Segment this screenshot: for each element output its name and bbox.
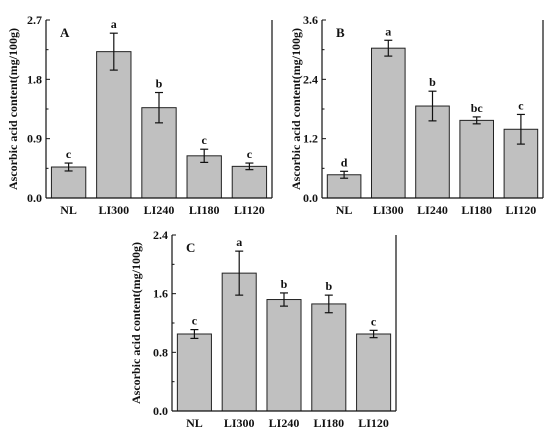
category-label: NL: [60, 203, 77, 217]
significance-letter: a: [385, 24, 391, 38]
significance-letter: a: [111, 17, 117, 31]
significance-letter: c: [518, 98, 524, 112]
category-label: LI120: [506, 203, 537, 217]
y-tick-label: 1.8: [27, 72, 42, 86]
y-axis-label: Ascorbic acid content(mg/100g): [6, 28, 20, 190]
category-label: LI240: [144, 203, 175, 217]
significance-letter: d: [341, 155, 348, 169]
bar: [221, 272, 257, 412]
y-tick-label: 0.0: [27, 191, 42, 205]
y-tick-label: 2.4: [153, 228, 168, 242]
panel-label: B: [336, 25, 345, 40]
category-label: LI180: [313, 416, 344, 430]
y-tick-label: 1.6: [153, 287, 168, 301]
bar: [266, 299, 302, 412]
significance-letter: b: [429, 75, 436, 89]
bar: [356, 333, 392, 412]
panel-label: C: [186, 240, 195, 255]
panel-a: c NL a LI300 b LI240 c LI180 c LI120 0.0 0.9 1.8 2.7 A…: [6, 13, 273, 217]
category-label: LI300: [373, 203, 404, 217]
category-label: LI300: [98, 203, 129, 217]
y-tick-label: 1.2: [303, 132, 318, 146]
category-label: LI120: [358, 416, 389, 430]
significance-letter: b: [281, 277, 288, 291]
y-tick-label: 0.0: [303, 191, 318, 205]
category-label: NL: [336, 203, 353, 217]
significance-letter: a: [236, 235, 242, 249]
significance-letter: c: [371, 314, 377, 328]
y-tick-label: 2.4: [303, 72, 318, 86]
significance-letter: b: [325, 279, 332, 293]
significance-letter: c: [192, 314, 198, 328]
significance-letter: bc: [471, 101, 484, 115]
significance-letter: c: [247, 147, 253, 161]
significance-letter: c: [202, 133, 208, 147]
bar: [176, 333, 212, 412]
bar: [311, 303, 347, 412]
category-label: LI300: [224, 416, 255, 430]
category-label: LI240: [269, 416, 300, 430]
y-tick-label: 2.7: [27, 13, 42, 27]
bar: [371, 47, 406, 199]
bar: [50, 166, 87, 199]
category-label: LI180: [461, 203, 492, 217]
bar: [96, 51, 132, 199]
y-tick-label: 0.0: [153, 404, 168, 418]
y-axis-label: Ascorbic acid content(mg/100g): [289, 28, 303, 190]
bar: [459, 119, 494, 199]
category-label: LI240: [417, 203, 448, 217]
category-label: LI180: [189, 203, 220, 217]
panel-b: d NL a LI300 b LI240 bc LI180 c LI120 0.0 1.2 2.4 3.6…: [289, 13, 544, 217]
panel-label: A: [60, 25, 70, 40]
significance-letter: b: [156, 77, 163, 91]
y-tick-label: 0.9: [27, 132, 42, 146]
y-axis-label: Ascorbic acid content(mg/100g): [129, 242, 143, 404]
category-label: NL: [186, 416, 203, 430]
panel-c: c NL a LI300 b LI240 b LI180 c LI120 0.0 0.8 1.6 2.4 C…: [129, 228, 397, 430]
y-tick-label: 0.8: [153, 345, 168, 359]
y-tick-label: 3.6: [303, 13, 318, 27]
bar: [231, 165, 268, 199]
significance-letter: c: [66, 147, 72, 161]
category-label: LI120: [234, 203, 265, 217]
